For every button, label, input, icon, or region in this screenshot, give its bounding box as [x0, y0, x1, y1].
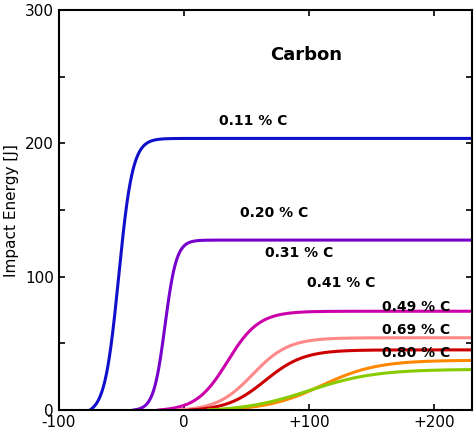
Text: 0.41 % C: 0.41 % C — [307, 276, 375, 290]
Text: 0.49 % C: 0.49 % C — [382, 300, 450, 314]
Text: 0.20 % C: 0.20 % C — [240, 206, 308, 220]
Text: 0.80 % C: 0.80 % C — [382, 345, 450, 360]
Text: Carbon: Carbon — [270, 46, 343, 64]
Text: 0.31 % C: 0.31 % C — [265, 246, 334, 260]
Text: 0.11 % C: 0.11 % C — [219, 114, 287, 128]
Y-axis label: Impact Energy [J]: Impact Energy [J] — [4, 144, 19, 276]
Text: 0.69 % C: 0.69 % C — [382, 323, 450, 337]
